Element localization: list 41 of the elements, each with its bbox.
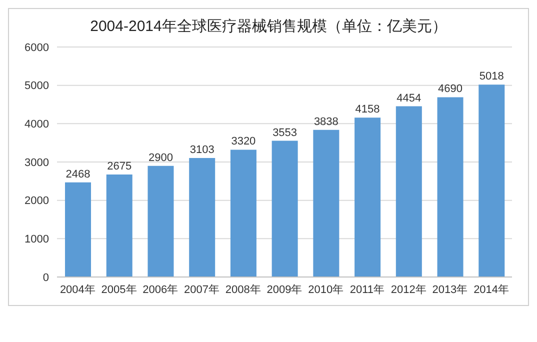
data-label: 5018: [479, 70, 504, 83]
y-tick-label: 0: [42, 272, 49, 284]
bar: [148, 166, 174, 277]
data-label: 3553: [272, 126, 298, 139]
y-tick-label: 4000: [24, 118, 49, 131]
bar: [313, 130, 340, 277]
data-label: 4454: [396, 92, 422, 104]
x-tick-label: 2013年: [432, 284, 468, 296]
chart-title: 2004-2014年全球医疗器械销售规模（单位：亿美元）: [89, 17, 448, 37]
x-tick-label: 2006年: [142, 284, 178, 296]
bar: [272, 140, 298, 277]
y-tick-label: 1000: [24, 234, 49, 246]
data-label: 2900: [148, 152, 173, 164]
data-label: 3320: [231, 136, 256, 148]
x-tick-label: 2009年: [266, 284, 302, 296]
x-tick-label: 2010年: [308, 284, 344, 296]
data-label: 3838: [314, 116, 338, 128]
x-tick-label: 2005年: [101, 284, 137, 296]
x-tick-label: 2011年: [350, 284, 385, 296]
y-tick-label: 6000: [24, 42, 49, 54]
y-tick-label: 3000: [24, 156, 49, 169]
bar: [396, 106, 422, 277]
data-label: 2468: [66, 168, 90, 180]
x-tick-label: 2008年: [225, 284, 261, 296]
x-tick-label: 2014年: [474, 284, 510, 296]
data-label: 3103: [190, 144, 214, 156]
y-tick-label: 2000: [24, 195, 49, 208]
data-label: 4158: [355, 104, 380, 116]
data-label: 4690: [438, 83, 463, 96]
bar: [189, 158, 216, 277]
x-tick-label: 2012年: [390, 284, 426, 296]
bar: [230, 150, 256, 277]
bar: [65, 182, 91, 277]
x-tick-label: 2004年: [60, 284, 96, 296]
bar: [437, 97, 464, 277]
data-label: 2675: [107, 160, 132, 172]
bar: [106, 174, 132, 277]
bar: [478, 84, 505, 277]
y-tick-label: 5000: [24, 80, 49, 92]
x-tick-label: 2007年: [184, 284, 220, 296]
bar: [354, 118, 381, 277]
